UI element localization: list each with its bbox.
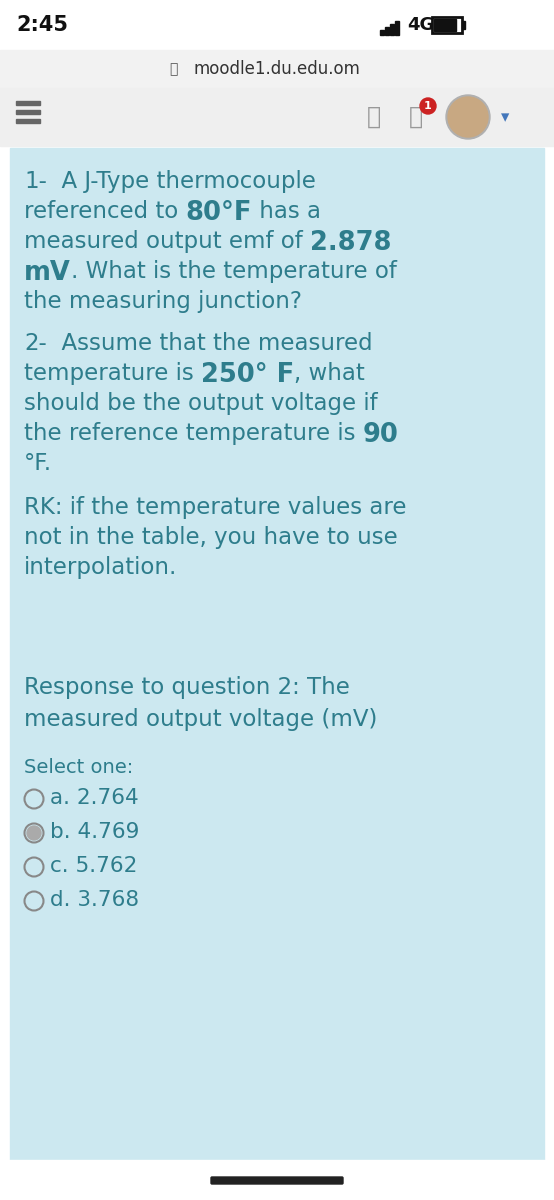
Text: measured output voltage (mV): measured output voltage (mV)	[24, 708, 377, 731]
Bar	[10, 148, 544, 1160]
Circle shape	[420, 98, 436, 114]
Bar	[432, 17, 462, 32]
Text: °F.: °F.	[24, 452, 52, 475]
Text: 1-: 1-	[24, 170, 47, 193]
Bar	[0, 0, 554, 50]
Bar	[0, 1160, 554, 1200]
FancyBboxPatch shape	[211, 1177, 343, 1184]
Bar	[395, 20, 398, 35]
Text: . What is the temperature of: . What is the temperature of	[71, 260, 397, 283]
Text: 2-: 2-	[24, 332, 47, 355]
Circle shape	[446, 95, 490, 139]
Text: moodle1.du.edu.om: moodle1.du.edu.om	[193, 60, 361, 78]
Text: should be the output voltage if: should be the output voltage if	[24, 392, 378, 415]
Bar	[0, 88, 554, 146]
Circle shape	[27, 826, 41, 840]
Text: 🔔: 🔔	[367, 104, 381, 128]
Text: Assume that the measured: Assume that the measured	[47, 332, 372, 355]
Text: 90: 90	[363, 422, 399, 448]
Text: mV: mV	[24, 260, 71, 286]
Text: d. 3.768: d. 3.768	[50, 890, 139, 910]
Bar	[0, 50, 554, 88]
Text: A J-Type thermocouple: A J-Type thermocouple	[47, 170, 316, 193]
Bar	[385, 26, 388, 35]
Text: 2.878: 2.878	[310, 230, 392, 256]
Text: ▾: ▾	[501, 108, 509, 126]
Bar	[380, 30, 383, 35]
Text: 1: 1	[424, 101, 432, 110]
Bar	[462, 20, 465, 29]
Text: measured output emf of: measured output emf of	[24, 230, 310, 253]
Bar	[434, 19, 456, 31]
Text: 4G: 4G	[407, 16, 434, 34]
Text: Select one:: Select one:	[24, 758, 134, 778]
Bar	[16, 110, 40, 114]
Circle shape	[448, 97, 488, 137]
Text: not in the table, you have to use: not in the table, you have to use	[24, 526, 398, 550]
Text: the reference temperature is: the reference temperature is	[24, 422, 363, 445]
Text: temperature is: temperature is	[24, 362, 201, 385]
Text: interpolation.: interpolation.	[24, 556, 177, 578]
Text: 250° F: 250° F	[201, 362, 294, 388]
Text: 🔒: 🔒	[169, 62, 177, 76]
Text: 💬: 💬	[409, 104, 423, 128]
Text: a. 2.764: a. 2.764	[50, 788, 138, 808]
Bar	[390, 24, 393, 35]
Text: Response to question 2: The: Response to question 2: The	[24, 676, 350, 698]
Text: 80°F: 80°F	[186, 200, 252, 226]
Text: referenced to: referenced to	[24, 200, 186, 223]
Text: has a: has a	[252, 200, 321, 223]
Bar	[16, 101, 40, 104]
Text: b. 4.769: b. 4.769	[50, 822, 140, 842]
Text: RK: if the temperature values are: RK: if the temperature values are	[24, 496, 407, 518]
Text: the measuring junction?: the measuring junction?	[24, 290, 302, 313]
Text: c. 5.762: c. 5.762	[50, 856, 137, 876]
Text: , what: , what	[294, 362, 365, 385]
Bar	[16, 119, 40, 122]
Text: 2:45: 2:45	[16, 14, 68, 35]
